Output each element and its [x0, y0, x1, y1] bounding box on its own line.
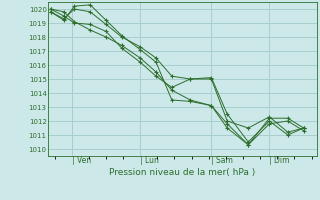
X-axis label: Pression niveau de la mer( hPa ): Pression niveau de la mer( hPa ) [109, 168, 256, 177]
